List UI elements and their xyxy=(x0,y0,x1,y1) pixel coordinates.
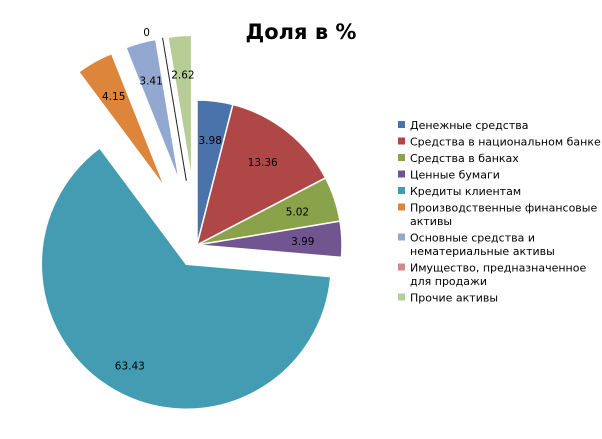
legend-label-8: Имущество, предназначенное xyxy=(410,262,586,275)
legend-label-5: Кредиты клиентам xyxy=(410,185,521,198)
legend: Денежные средства Средства в национальном… xyxy=(398,119,601,305)
slice-8 xyxy=(162,37,187,181)
slice-6-label: 4.15 xyxy=(102,91,125,103)
slice-9 xyxy=(167,34,193,181)
legend-item-3: Средства в банках xyxy=(398,152,519,165)
slice-4 xyxy=(196,220,343,259)
slice-2-label: 13.36 xyxy=(248,157,278,169)
legend-label-7: Основные средства и xyxy=(410,232,535,245)
legend-swatch-1 xyxy=(398,121,405,128)
slice-5 xyxy=(40,146,332,410)
pie-slices xyxy=(40,34,343,410)
slice-4-label: 3.99 xyxy=(291,236,314,248)
slice-8-label: 0 xyxy=(143,27,150,39)
legend-swatch-6 xyxy=(398,203,405,211)
legend-swatch-9 xyxy=(398,293,405,301)
legend-swatch-8 xyxy=(398,263,405,271)
legend-label-8: для продажи xyxy=(410,275,487,288)
legend-label-9: Прочие активы xyxy=(410,292,498,305)
legend-swatch-4 xyxy=(398,170,405,178)
slice-7 xyxy=(124,38,181,183)
slice-7-label: 3.41 xyxy=(139,75,162,87)
legend-swatch-5 xyxy=(398,187,405,194)
legend-swatch-7 xyxy=(398,233,405,241)
legend-label-2: Средства в национальном банке xyxy=(410,136,601,149)
legend-swatch-2 xyxy=(398,137,405,145)
slice-6 xyxy=(77,52,166,189)
legend-item-9: Прочие активы xyxy=(398,292,498,305)
slice-labels: 3.98 13.36 5.02 3.99 63.43 4.15 3.41 0 2.62 xyxy=(102,27,314,373)
legend-item-4: Ценные бумаги xyxy=(398,169,500,182)
legend-label-6: активы xyxy=(410,215,452,228)
legend-item-2: Средства в национальном банке xyxy=(398,136,601,149)
slice-2 xyxy=(195,103,327,247)
legend-label-4: Ценные бумаги xyxy=(410,169,500,182)
legend-label-3: Средства в банках xyxy=(410,152,519,165)
legend-label-1: Денежные средства xyxy=(410,119,528,132)
legend-item-1: Денежные средства xyxy=(398,119,528,132)
slice-3-label: 5.02 xyxy=(286,206,309,218)
slice-5-label: 63.43 xyxy=(115,361,145,373)
legend-label-7: нематериальные активы xyxy=(410,245,555,258)
chart-title: Доля в % xyxy=(246,20,357,44)
legend-label-6: Производственные финансовые xyxy=(410,202,597,215)
legend-item-5: Кредиты клиентам xyxy=(398,185,521,198)
slice-1-label: 3.98 xyxy=(199,135,222,147)
legend-swatch-3 xyxy=(398,154,405,161)
slice-9-label: 2.62 xyxy=(171,70,194,82)
